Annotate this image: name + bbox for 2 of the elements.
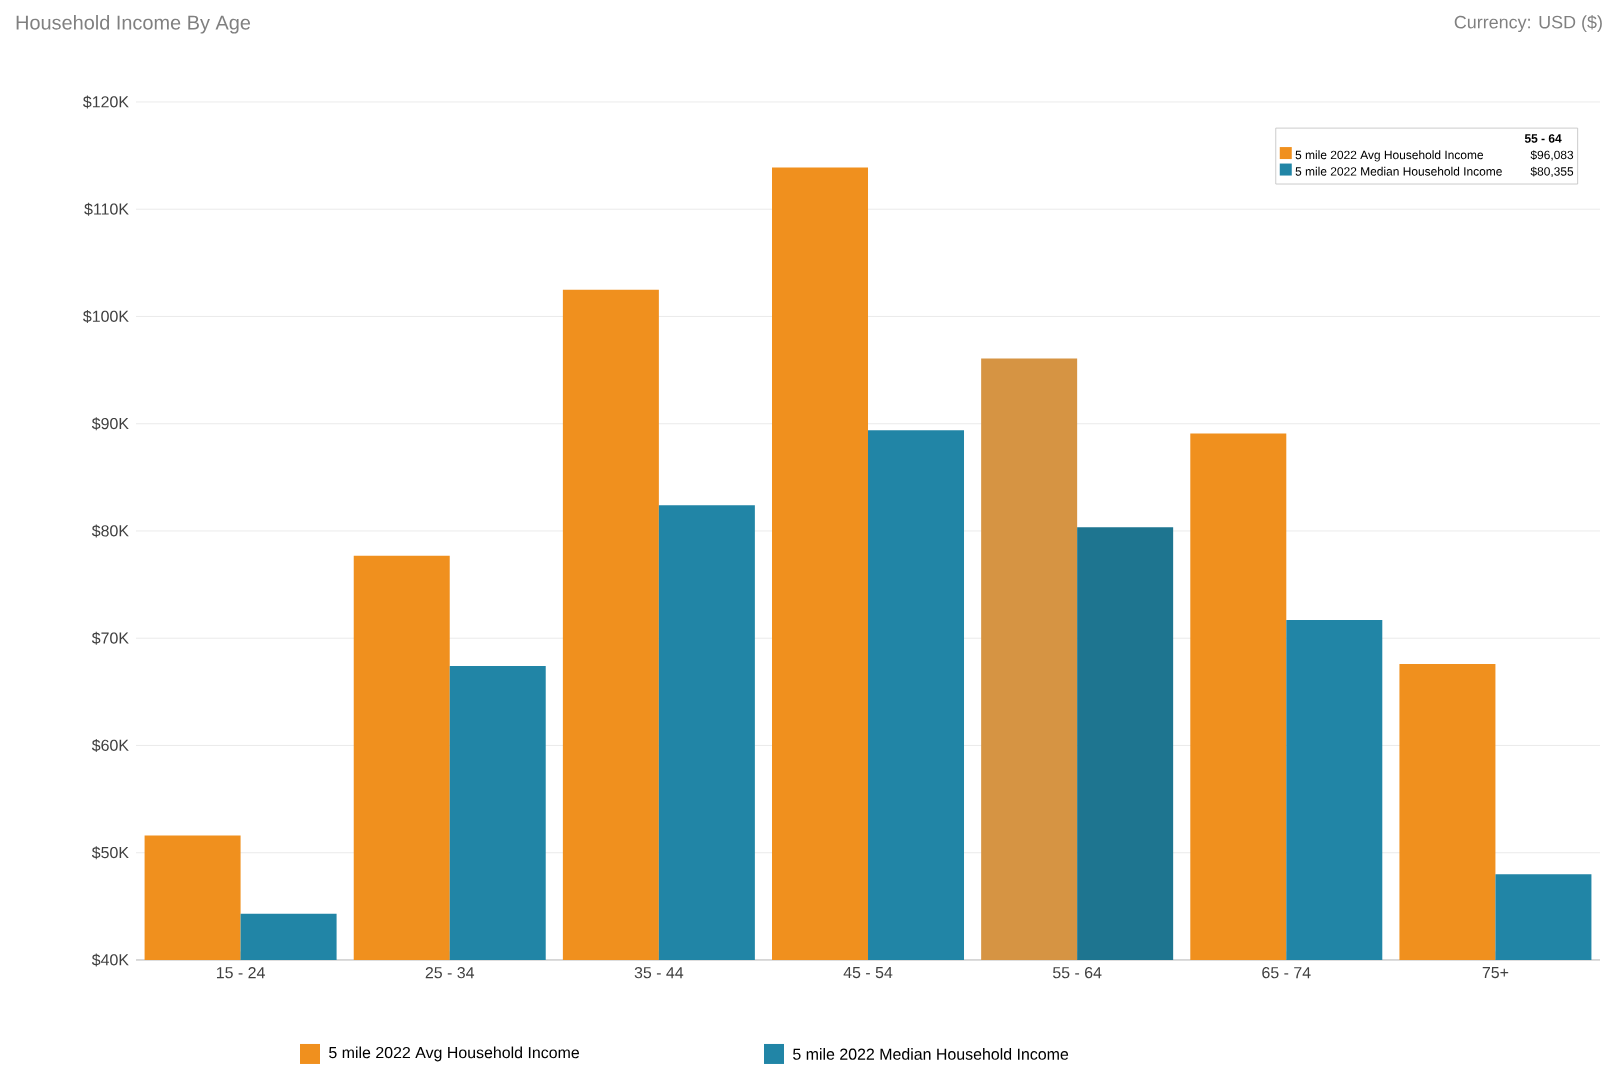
chart-title: Household Income By Age: [16, 15, 251, 34]
text: Currency: USD ($): [1454, 15, 1602, 33]
